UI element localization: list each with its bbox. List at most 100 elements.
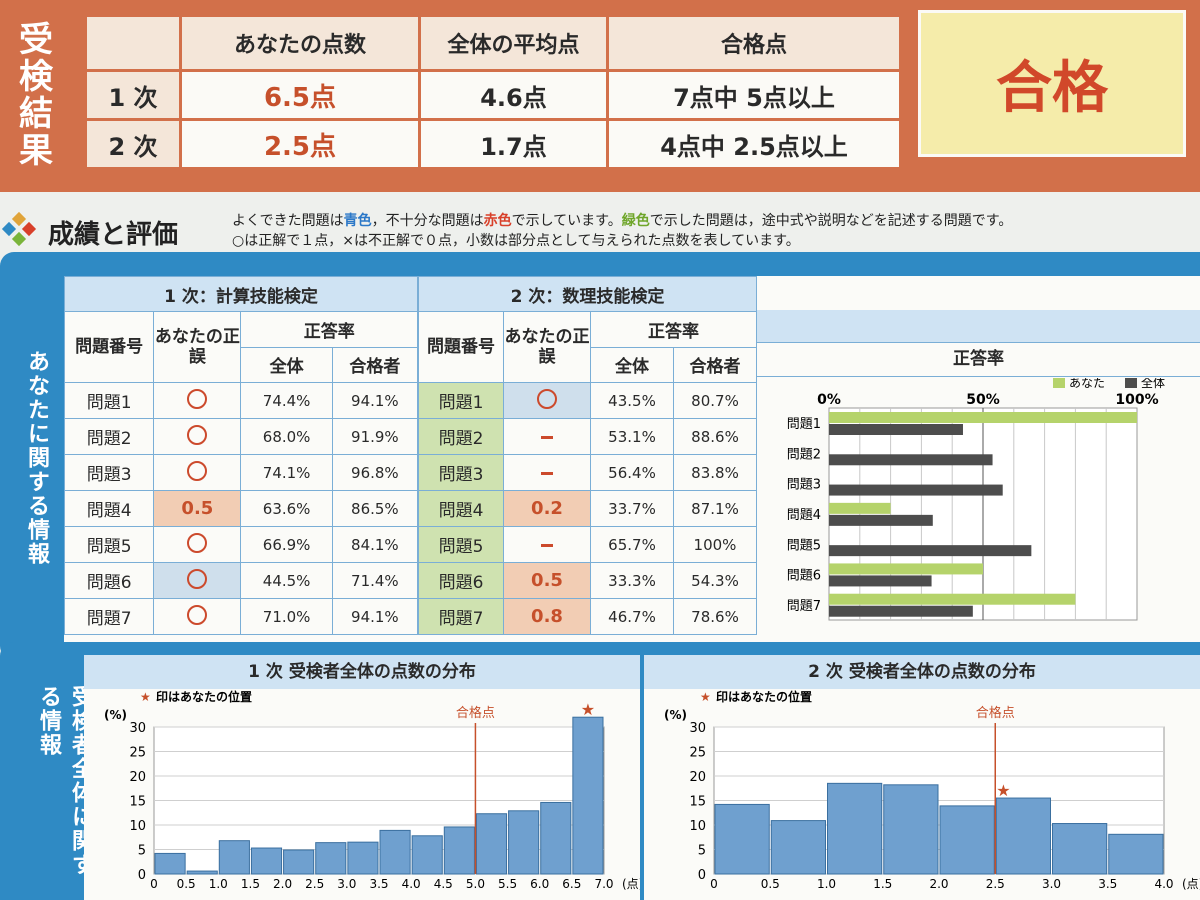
your-result [503, 454, 591, 491]
legend-text: で示しています。 [511, 213, 622, 229]
rate-passers: 84.1% [331, 526, 419, 563]
first-passing: 7点中 5点以上 [609, 72, 899, 118]
histogram-bar [218, 840, 250, 875]
y-unit-label: (%) [664, 708, 687, 722]
second-distribution-panel: 2 次 受検者全体の点数の分布 ★ 印はあなたの位置 (%) 0 5 10 15 20 25 30… [644, 655, 1200, 900]
category-label: 問題4 [787, 508, 821, 523]
pass-label: 合格点 [976, 705, 1015, 721]
your-result [153, 598, 242, 635]
table-row: 問題6 44.5% 71.4% [63, 562, 419, 599]
x-tick-label: 5.5 [498, 877, 517, 891]
header-your-score: あなたの点数 [182, 17, 418, 69]
marker-note: 印はあなたの位置 [156, 689, 252, 704]
verdict-badge: 合格 [918, 10, 1186, 157]
your-result [153, 562, 242, 599]
second-average: 1.7点 [421, 121, 606, 167]
diamond-icon [1, 211, 37, 247]
correct-mark-icon [187, 604, 208, 625]
your-result [153, 382, 242, 419]
table-row: 問題4 0.2 33.7% 87.1% [418, 490, 757, 527]
x-tick-label: 1.0 [817, 877, 836, 891]
header-passing: 合格点 [609, 17, 899, 69]
question-label: 問題6 [418, 562, 504, 599]
histogram-bar [379, 829, 411, 875]
histogram-bar [443, 826, 475, 875]
rate-all: 53.1% [590, 418, 674, 455]
question-label: 問題5 [418, 526, 504, 563]
rate-all: 33.3% [590, 562, 674, 599]
x-tick-label: 4.0 [1154, 877, 1173, 891]
correct-mark-icon [187, 388, 208, 409]
bar-you [829, 502, 891, 514]
partial-score: 0.8 [531, 606, 563, 627]
x-tick-label: 2.0 [929, 877, 948, 891]
x-tick-label: 2.5 [305, 877, 324, 891]
table-row: 問題6 0.5 33.3% 54.3% [418, 562, 757, 599]
x-tick-label: 3.5 [369, 877, 388, 891]
y-tick-label: 10 [129, 819, 146, 834]
your-result [503, 526, 591, 563]
y-tick-label: 0 [698, 868, 706, 883]
histogram-bar [770, 820, 826, 875]
essay-col-rate: 正答率 [757, 342, 1200, 377]
first-col-passers: 合格者 [331, 346, 419, 383]
question-label: 問題1 [63, 382, 155, 419]
your-position-star-icon: ★ [581, 700, 595, 719]
y-tick-label: 25 [689, 746, 706, 761]
second-col-yours: あなたの正誤 [503, 311, 591, 383]
second-col-all: 全体 [590, 346, 674, 383]
category-label: 問題2 [787, 447, 821, 462]
second-exam-table: 2 次：数理技能検定 問題番号 あなたの正誤 正答率 全体 合格者 問題1 43.… [418, 276, 757, 635]
partial-score: 0.5 [181, 498, 214, 519]
y-tick-label: 25 [129, 746, 146, 761]
question-label: 問題5 [63, 526, 155, 563]
bar-all [829, 484, 1003, 496]
question-label: 問題6 [63, 562, 155, 599]
x-unit-label: (点) [1182, 877, 1200, 891]
second-distribution-title: 2 次 受検者全体の点数の分布 [644, 655, 1200, 689]
histogram-bar [475, 813, 508, 875]
bar-you [829, 563, 983, 575]
second-title-extension [757, 310, 1200, 343]
second-your-score: 2.5点 [182, 121, 418, 167]
result-table-corner [87, 17, 179, 69]
table-row: 問題1 74.4% 94.1% [63, 382, 419, 419]
y-tick-label: 30 [689, 721, 706, 736]
legend-blue-word: 青色 [343, 213, 372, 229]
bar-all [829, 424, 963, 435]
first-distribution-chart: ★ 印はあなたの位置 (%) 0 5 10 15 20 25 30 0 0.5 1.0 1.5 2.0 2.5… [104, 689, 640, 891]
star-icon: ★ [700, 690, 711, 704]
y-tick-label: 5 [138, 844, 146, 859]
y-tick-label: 15 [129, 795, 146, 810]
second-col-passers: 合格者 [673, 346, 757, 383]
rate-all: 56.4% [590, 454, 674, 491]
histogram-bar [540, 801, 572, 875]
result-title: 受検結果 [19, 20, 53, 171]
histogram-bar [827, 782, 883, 875]
your-result: 0.2 [503, 490, 591, 527]
first-exam-title: 1 次：計算技能検定 [64, 276, 418, 312]
histogram-bar [939, 805, 995, 875]
x-tick-label: 100% [1115, 392, 1158, 408]
your-position-star-icon: ★ [996, 781, 1010, 800]
x-tick-label: 3.0 [337, 877, 356, 891]
first-distribution-panel: 1 次 受検者全体の点数の分布 ★ 印はあなたの位置 (%) 0 5 10 15 20 25 30… [84, 655, 640, 900]
histogram-bar [508, 810, 540, 875]
question-label: 問題4 [418, 490, 504, 527]
row-label-first: 1 次 [87, 72, 179, 118]
rate-all: 44.5% [240, 562, 333, 599]
category-label: 問題1 [787, 417, 821, 432]
x-tick-label: 5.0 [466, 877, 485, 891]
your-result [153, 454, 242, 491]
table-row: 問題3 74.1% 96.8% [63, 454, 419, 491]
legend-text: で示した問題は，途中式や説明などを記述する問題です。 [649, 213, 1013, 229]
table-row: 問題7 71.0% 94.1% [63, 598, 419, 635]
second-exam-title: 2 次：数理技能検定 [418, 276, 757, 312]
legend-line-1: よくできた問題は青色，不十分な問題は赤色で示しています。緑色で示した問題は，途中… [232, 210, 1012, 230]
y-unit-label: (%) [104, 708, 127, 722]
x-tick-label: 0% [817, 392, 841, 408]
rate-passers: 88.6% [673, 418, 757, 455]
header-average: 全体の平均点 [421, 17, 606, 69]
rate-passers: 94.1% [331, 382, 419, 419]
first-col-yours: あなたの正誤 [153, 311, 242, 383]
